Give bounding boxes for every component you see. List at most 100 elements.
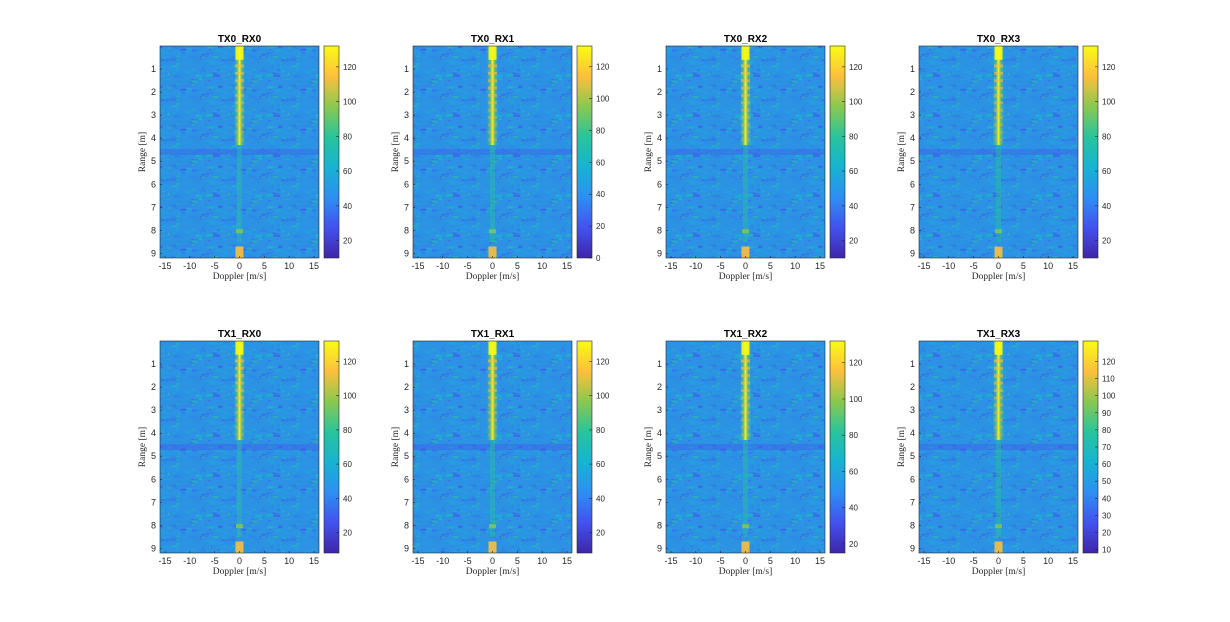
y-tick-label: 5 [657, 451, 662, 461]
zero-doppler-bin [488, 411, 497, 415]
x-tick-label: 10 [537, 261, 547, 271]
zero-doppler-bin [235, 123, 244, 127]
y-tick-label: 8 [151, 225, 156, 235]
colorbar-tick-label: 100 [849, 395, 863, 404]
zero-doppler-bin [235, 101, 244, 105]
zero-doppler-bin [741, 130, 750, 134]
zero-doppler-bin [235, 93, 244, 97]
subplot-title: TX0_RX1 [471, 34, 515, 45]
zero-doppler-far-peak [994, 246, 1003, 258]
zero-doppler-bin [235, 366, 244, 370]
zero-doppler-bin [488, 425, 497, 429]
zero-doppler-bin [994, 381, 1003, 385]
zero-doppler-bin [994, 433, 1003, 437]
subplot-title: TX0_RX3 [977, 34, 1021, 45]
zero-doppler-streak [233, 341, 246, 441]
y-tick-label: 9 [910, 543, 915, 553]
zero-doppler-bin [994, 138, 1003, 142]
zero-doppler-streak [739, 46, 752, 146]
colorbar-tick-label: 40 [1102, 202, 1111, 211]
zero-doppler-far-peak [235, 246, 244, 258]
zero-doppler-bin [488, 101, 497, 105]
zero-doppler-bin [994, 123, 1003, 127]
subplot-tx0-rx3: TX0_RX3 -15 -10 -5 0 5 10 15 1 2 3 4 5 6 7 8 9 Doppler [m… [897, 34, 1116, 282]
x-tick-label: -10 [942, 261, 955, 271]
y-tick-label: 3 [404, 110, 409, 120]
zero-doppler-peak [994, 46, 1003, 60]
y-tick-label: 7 [404, 497, 409, 507]
zero-doppler-bin [994, 116, 1003, 120]
y-tick-label: 6 [404, 179, 409, 189]
zero-doppler-far-peak [235, 541, 244, 553]
y-tick-label: 9 [657, 248, 662, 258]
y-tick-label: 8 [151, 520, 156, 530]
x-tick-label: -5 [717, 261, 725, 271]
zero-doppler-bin [994, 411, 1003, 415]
zero-doppler-bin [235, 138, 244, 142]
x-tick-label: 5 [262, 556, 267, 566]
subplot-title: TX0_RX2 [724, 34, 768, 45]
y-axis-label: Range [m] [644, 427, 654, 467]
zero-doppler-peak [741, 341, 750, 355]
zero-doppler-bin [235, 403, 244, 407]
x-tick-label: -10 [183, 556, 196, 566]
subplot-title: TX1_RX2 [724, 329, 768, 340]
y-axis-label: Range [m] [897, 132, 907, 172]
colorbar-tick-label: 20 [596, 528, 605, 537]
range-band [666, 149, 825, 155]
zero-doppler-bin [488, 93, 497, 97]
colorbar-tick-label: 80 [596, 426, 605, 435]
colorbar-tick-label: 100 [1102, 392, 1116, 401]
zero-doppler-tail [743, 145, 748, 242]
zero-doppler-far-peak [741, 246, 750, 258]
y-tick-label: 2 [910, 87, 915, 97]
zero-doppler-streak [233, 46, 246, 146]
zero-doppler-tail [490, 145, 495, 242]
x-axis-label: Doppler [m/s] [213, 272, 267, 282]
y-tick-label: 5 [910, 451, 915, 461]
y-tick-label: 1 [910, 64, 915, 74]
colorbar [323, 340, 340, 554]
zero-doppler-streak [739, 341, 752, 441]
colorbar-tick-label: 80 [849, 132, 858, 141]
y-tick-label: 1 [404, 64, 409, 74]
y-tick-label: 9 [657, 543, 662, 553]
y-tick-label: 4 [657, 133, 662, 143]
x-axis-label: Doppler [m/s] [972, 567, 1026, 577]
y-tick-label: 3 [151, 110, 156, 120]
subplot-tx0-rx1: TX0_RX1 -15 -10 -5 0 5 10 15 1 2 3 4 5 6 7 8 9 Doppler [m… [391, 34, 610, 282]
y-tick-label: 5 [151, 451, 156, 461]
zero-doppler-peak [235, 341, 244, 355]
x-tick-label: 15 [1068, 261, 1078, 271]
zero-doppler-bin [235, 359, 244, 363]
subplot-tx1-rx0: TX1_RX0 -15 -10 -5 0 5 10 15 1 2 3 4 5 6 7 8 9 Doppler [m… [138, 329, 357, 577]
zero-doppler-bin [741, 116, 750, 120]
zero-doppler-bin [235, 381, 244, 385]
colorbar [1082, 45, 1099, 259]
x-tick-label: -5 [211, 261, 219, 271]
x-axis-label: Doppler [m/s] [719, 567, 773, 577]
y-tick-label: 4 [910, 133, 915, 143]
y-tick-label: 3 [404, 405, 409, 415]
colorbar-tick-label: 60 [596, 460, 605, 469]
colorbar-tick-label: 80 [849, 431, 858, 440]
y-tick-label: 4 [404, 428, 409, 438]
x-tick-label: -5 [970, 261, 978, 271]
x-axis-label: Doppler [m/s] [719, 272, 773, 282]
colorbar-tick-label: 100 [596, 95, 610, 104]
zero-doppler-bin [488, 403, 497, 407]
colorbar-tick-label: 80 [343, 426, 352, 435]
x-tick-label: 15 [815, 261, 825, 271]
colorbar-tick-label: 60 [1102, 460, 1111, 469]
x-tick-label: 15 [815, 556, 825, 566]
colorbar-tick-label: 10 [1102, 546, 1111, 555]
x-tick-label: 10 [284, 261, 294, 271]
zero-doppler-bin [235, 396, 244, 400]
colorbar-tick-label: 100 [596, 392, 610, 401]
y-tick-label: 1 [151, 64, 156, 74]
zero-doppler-tail-peak [742, 229, 749, 234]
colorbar-tick-label: 40 [596, 190, 605, 199]
x-tick-label: -5 [464, 556, 472, 566]
x-tick-label: 10 [537, 556, 547, 566]
